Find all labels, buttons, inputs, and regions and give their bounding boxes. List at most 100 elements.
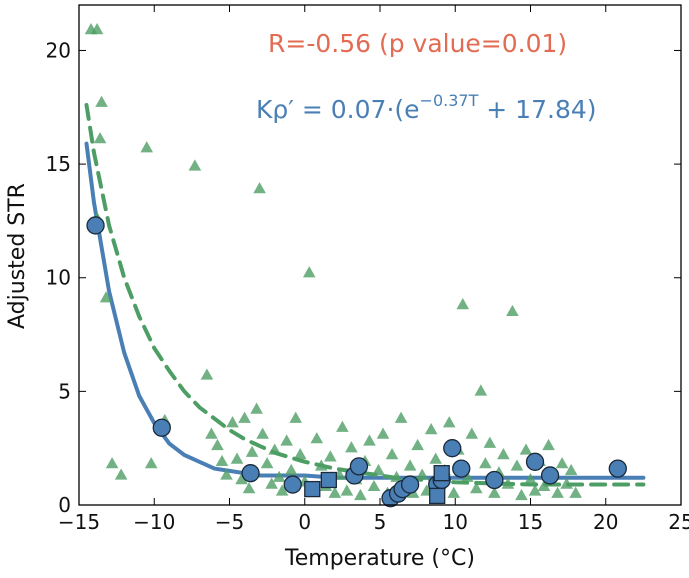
circle-point: [241, 464, 260, 483]
triangle-point: [415, 468, 429, 480]
triangle-point: [555, 457, 569, 469]
triangle-point: [310, 432, 324, 444]
triangle-point: [315, 459, 328, 471]
triangle-point: [515, 488, 528, 501]
triangle-point: [265, 477, 278, 489]
triangle-point: [456, 298, 470, 310]
x-tick-label: 10: [443, 510, 468, 534]
triangle-point: [95, 95, 108, 107]
correlation-annotation: R=-0.56 (p value=0.01): [268, 29, 567, 58]
x-tick-label: 25: [668, 510, 689, 534]
y-tick-label: 0: [58, 493, 71, 517]
axis-ticks: −15 −10 −5 0 5 10 15 20 25 0 5 10 15 20: [46, 5, 689, 534]
triangle-point: [324, 450, 337, 462]
triangle-point: [470, 482, 483, 494]
square-point: [429, 487, 446, 505]
triangle-point: [245, 445, 259, 457]
triangle-point: [275, 484, 289, 496]
triangle-point: [226, 416, 239, 428]
triangle-point: [460, 470, 474, 482]
triangle-point: [506, 304, 519, 317]
triangle-point: [564, 463, 578, 476]
triangle-point: [542, 438, 555, 451]
triangle-point: [345, 441, 358, 453]
triangle-point: [253, 182, 266, 194]
triangle-point: [256, 427, 269, 439]
x-tick-label: −5: [215, 510, 244, 534]
triangle-point: [560, 477, 573, 489]
x-tick-label: −10: [133, 510, 175, 534]
square-point: [304, 480, 321, 498]
x-tick-label: 20: [593, 510, 618, 534]
triangle-point: [260, 457, 274, 469]
triangle-point: [537, 479, 551, 492]
triangle-point: [465, 427, 479, 439]
triangle-point: [220, 468, 233, 480]
triangle-point: [328, 486, 342, 498]
triangle-point: [483, 436, 497, 448]
triangle-point: [293, 448, 307, 460]
triangle-point: [411, 438, 424, 451]
triangle-point: [488, 486, 501, 498]
x-tick-label: 5: [374, 510, 387, 534]
triangle-point: [336, 420, 349, 432]
circle-point: [152, 418, 171, 437]
triangle-point: [280, 434, 293, 446]
circle-point: [400, 475, 420, 494]
triangle-point: [447, 486, 461, 498]
triangle-point: [93, 132, 107, 144]
x-tick-label: 15: [518, 510, 543, 534]
triangle-point: [250, 402, 263, 414]
triangle-point: [497, 448, 510, 460]
formula-annotation: Kρ′ = 0.07·(e−0.37T + 17.84): [256, 91, 597, 124]
square-point: [320, 471, 337, 489]
circle-point: [452, 459, 471, 478]
triangle-point: [99, 291, 113, 303]
triangle-point: [510, 459, 524, 471]
triangle-point: [569, 486, 582, 498]
circle-point: [540, 466, 560, 485]
triangle-point: [474, 384, 488, 396]
y-tick-label: 5: [58, 379, 71, 403]
triangle-point: [284, 463, 298, 476]
circle-point: [525, 452, 545, 471]
circle-point: [349, 457, 369, 476]
square-point: [433, 465, 450, 482]
triangle-point: [272, 470, 286, 482]
triangle-point: [524, 473, 537, 485]
circle-point: [443, 439, 462, 458]
triangle-point: [442, 416, 456, 428]
triangle-point: [105, 457, 119, 469]
triangle-point: [340, 484, 354, 496]
triangle-point: [390, 470, 403, 482]
y-tick-label: 10: [46, 266, 71, 290]
x-tick-label: −15: [58, 510, 100, 534]
triangle-point: [200, 368, 214, 380]
triangle-point: [205, 427, 218, 439]
triangle-point: [268, 443, 281, 455]
x-axis-label: Temperature (°C): [284, 546, 475, 571]
triangle-point: [140, 141, 154, 153]
triangle-point: [144, 457, 158, 469]
triangle-point: [394, 411, 408, 423]
triangle-point: [424, 423, 438, 435]
triangle-point: [230, 452, 244, 464]
triangle-point: [242, 482, 256, 494]
triangle-point: [211, 438, 224, 451]
formula-exponent: −0.37T: [420, 91, 479, 110]
y-axis-label: Adjusted STR: [5, 183, 30, 329]
triangle-point: [519, 443, 533, 455]
triangle-point: [90, 23, 104, 35]
triangle-point: [376, 427, 390, 439]
formula-lhs: Kρ′ = 0.07·(e: [256, 95, 420, 124]
triangle-point: [429, 452, 442, 464]
triangle-point: [235, 473, 248, 485]
y-tick-label: 15: [46, 152, 71, 176]
triangle-point: [215, 454, 229, 467]
triangle-point: [367, 479, 381, 492]
triangle-point: [372, 463, 385, 476]
triangle-point: [501, 477, 515, 489]
triangle-point: [363, 434, 376, 446]
x-tick-label: 0: [298, 510, 311, 534]
